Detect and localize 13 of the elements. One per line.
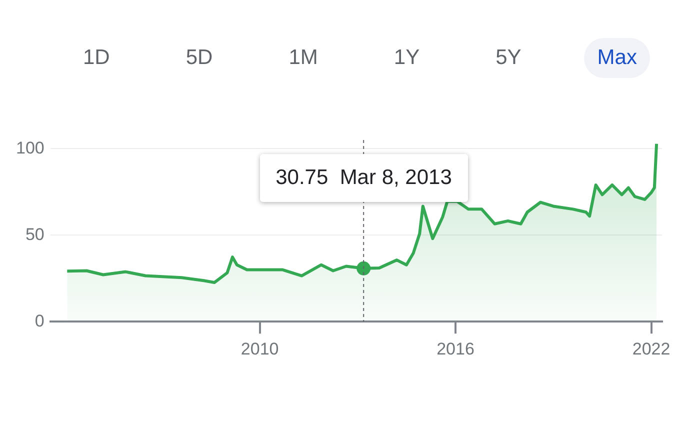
text: 1Y [392, 45, 421, 71]
text: Max [584, 38, 650, 78]
text: 5D [184, 45, 214, 71]
ref-line-label: 30.75 Mar 8, 2013 [260, 154, 468, 202]
x-tick-label: 2016 [436, 339, 474, 358]
x-tick-label: 2010 [240, 339, 279, 358]
y-tick-label: 100 [16, 138, 44, 158]
y-tick-label: 0 [34, 311, 44, 330]
text: 1M [288, 45, 319, 71]
y-tick-label: 50 [25, 224, 44, 244]
text: 1D [82, 45, 111, 71]
x-tick-label: 2022 [632, 339, 670, 358]
text: 5Y [494, 45, 522, 71]
